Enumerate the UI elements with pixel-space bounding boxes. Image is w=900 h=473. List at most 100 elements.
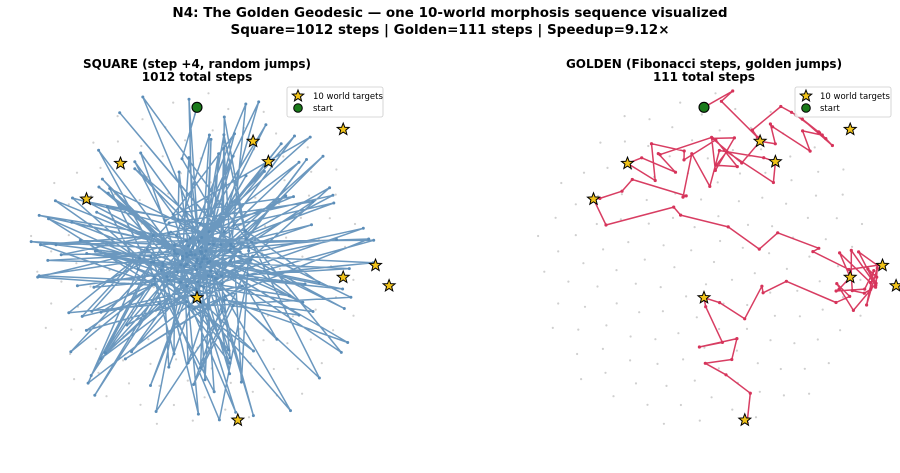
golden-grid-point (756, 362, 759, 365)
square-path-vertex (175, 252, 179, 256)
golden-grid-point (665, 384, 668, 387)
square-grid-point (67, 234, 70, 237)
square-path-vertex (209, 269, 213, 273)
golden-path-vertex (817, 246, 821, 250)
golden-grid-point (773, 314, 777, 317)
golden-path-vertex (640, 156, 644, 160)
square-path-vertex (157, 302, 161, 306)
square-path-vertex (180, 157, 184, 161)
square-grid-point (278, 267, 281, 270)
square-path-vertex (372, 238, 376, 242)
golden-path-vertex (735, 165, 739, 169)
golden-grid-point (769, 110, 772, 113)
square-path-vertex (108, 187, 112, 190)
square-path-vertex (200, 257, 204, 261)
square-path-vertex (70, 220, 74, 224)
golden-grid-point (620, 193, 624, 196)
square-path-vertex (199, 366, 203, 370)
square-path-vertex (54, 243, 58, 247)
square-path-vertex (167, 278, 170, 282)
square-path-vertex (289, 409, 292, 413)
square-path-vertex (175, 234, 178, 237)
square-path-vertex (207, 133, 211, 137)
square-target-star-1 (335, 121, 351, 136)
golden-grid-point (859, 278, 862, 281)
square-path-vertex (252, 349, 255, 353)
square-panel-title-line2: 1012 total steps (142, 70, 252, 84)
square-grid-point (105, 395, 108, 398)
square-path-vertex (173, 251, 177, 255)
golden-grid-point (582, 171, 586, 174)
square-path-vertex (205, 257, 209, 261)
square-path-vertex (75, 284, 79, 288)
square-path-vertex (104, 351, 108, 355)
golden-grid-point (803, 367, 806, 370)
golden-path-vertex (863, 287, 867, 291)
golden-path-vertex (725, 150, 729, 154)
square-path-vertex (192, 383, 196, 386)
golden-legend: 10 world targets start (794, 86, 892, 118)
square-grid-point (262, 339, 265, 342)
square-path-vertex (152, 282, 156, 286)
golden-grid-point (818, 280, 821, 283)
square-path-vertex (141, 95, 145, 99)
square-path-vertex (59, 253, 63, 257)
square-path-vertex (264, 123, 268, 127)
golden-grid-point (710, 396, 713, 399)
square-path-vertex (222, 298, 226, 302)
golden-path-vertex (704, 305, 708, 309)
square-path-vertex (222, 230, 226, 234)
square-target-star-10 (230, 412, 246, 427)
golden-grid-point (768, 252, 771, 255)
square-grid-point (352, 278, 355, 281)
golden-grid-point (698, 419, 701, 422)
golden-path-vertex (808, 149, 812, 153)
square-path-vertex (78, 238, 82, 242)
square-path-vertex (284, 194, 288, 198)
golden-grid-point (761, 196, 764, 199)
golden-path-vertex (801, 129, 805, 133)
square-path-vertex (209, 137, 213, 141)
square-start-point (191, 101, 203, 113)
golden-path-vertex (743, 317, 747, 321)
square-path-vertex (149, 260, 153, 264)
golden-grid-point (615, 302, 618, 305)
square-path-vertex (149, 384, 152, 387)
golden-path-vertex (811, 250, 815, 254)
square-grid-point (30, 234, 33, 238)
square-grid-point (172, 101, 175, 104)
square-grid-point (299, 216, 302, 219)
square-path-vertex (172, 249, 176, 253)
square-target-star-9 (189, 290, 205, 304)
square-path-vertex (86, 381, 90, 385)
square-path-vertex (80, 314, 84, 318)
square-path-vertex (222, 146, 226, 150)
golden-grid-point (595, 222, 598, 226)
square-path-vertex (167, 221, 171, 225)
square-path-vertex (229, 244, 233, 247)
golden-grid-point (779, 367, 782, 371)
golden-grid-point (741, 246, 744, 249)
golden-grid-point (596, 285, 599, 288)
square-path-vertex (331, 193, 335, 197)
square-path-vertex (206, 274, 210, 278)
golden-path-vertex (620, 189, 624, 193)
square-path-vertex (347, 267, 351, 271)
golden-path-vertex (762, 156, 766, 160)
square-path-vertex (311, 200, 315, 204)
square-path-vertex (97, 148, 101, 152)
golden-path-vertex (875, 266, 879, 270)
square-grid-point (224, 408, 227, 411)
golden-grid-point (583, 305, 587, 308)
square-path-vertex (239, 380, 243, 384)
square-path-vertex (185, 300, 189, 304)
golden-grid-point (662, 244, 665, 247)
square-grid-point (310, 170, 313, 173)
golden-grid-point (647, 144, 650, 148)
square-path-vertex (202, 254, 206, 258)
square-path-vertex (47, 217, 50, 221)
square-grid-point (97, 371, 100, 374)
square-path-vertex (99, 310, 103, 314)
golden-grid-point (704, 283, 708, 286)
golden-grid-point (816, 338, 819, 341)
